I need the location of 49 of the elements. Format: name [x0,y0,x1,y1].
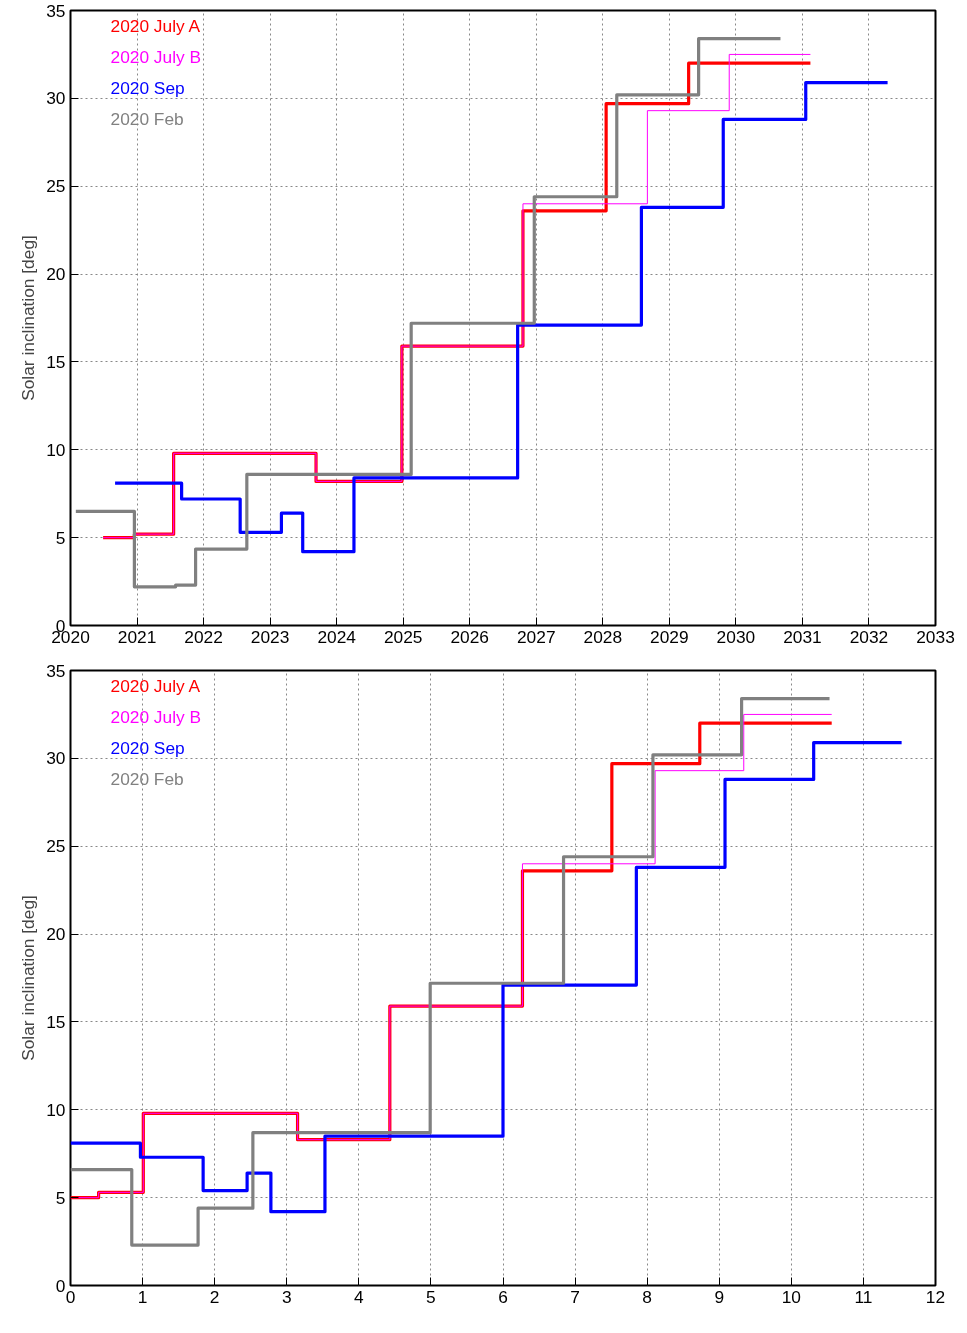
x-tick-label: 2029 [650,626,689,647]
x-tick-label: 2 [209,1286,220,1307]
x-tick-label: 2028 [583,626,623,647]
y-tick-label: 10 [46,439,66,460]
y-tick-label: 5 [55,527,66,548]
y-tick-label: 25 [46,836,66,857]
x-tick-label: 2027 [517,626,556,647]
x-tick-label: 8 [642,1286,652,1307]
y-tick-label: 30 [46,88,66,109]
y-tick-label: 35 [46,660,66,681]
x-tick-label: 4 [354,1286,365,1307]
y-tick-label: 35 [46,0,66,21]
y-tick-label: 30 [46,748,66,769]
y-tick-label: 5 [55,1187,66,1208]
x-tick-label: 2030 [716,626,756,647]
x-tick-label: 2032 [849,626,889,647]
text: 2020 July A [110,675,201,696]
x-tick-label: 5 [426,1286,436,1307]
y-tick-label: 20 [46,264,66,285]
y-tick-label: 15 [46,351,66,372]
x-tick-label: 10 [781,1286,801,1307]
y-tick-label: 15 [46,1011,66,1032]
text: 2020 July B [110,46,202,67]
y-tick-label: 20 [46,924,66,945]
y-axis-title: Solar inclination [deg] [18,895,39,1061]
x-tick-label: 2022 [184,626,223,647]
x-tick-label: 2033 [916,626,955,647]
x-tick-label: 2021 [117,626,157,647]
y-tick-label: 25 [46,176,66,197]
x-tick-label: 2024 [317,626,357,647]
y-tick-label: 10 [46,1099,66,1120]
x-tick-label: 3 [281,1286,292,1307]
x-tick-label: 7 [570,1286,580,1307]
x-tick-label: 12 [925,1286,946,1307]
x-tick-label: 2023 [250,626,290,647]
text: 2020 July B [110,706,202,727]
text: 2020 July A [110,15,201,36]
x-tick-label: 11 [854,1286,873,1307]
text: 2020 Sep [110,77,185,98]
text: 2020 Feb [110,768,184,789]
x-tick-label: 9 [714,1286,725,1307]
text: 2020 Feb [110,108,184,129]
text: 2020 Sep [110,737,185,758]
x-tick-label: 2026 [450,626,490,647]
x-tick-label: 2031 [783,626,822,647]
x-tick-label: 2025 [383,626,423,647]
x-tick-label: 1 [137,1286,148,1307]
x-tick-label: 6 [498,1286,508,1307]
y-axis-title: Solar inclination [deg] [18,235,39,401]
